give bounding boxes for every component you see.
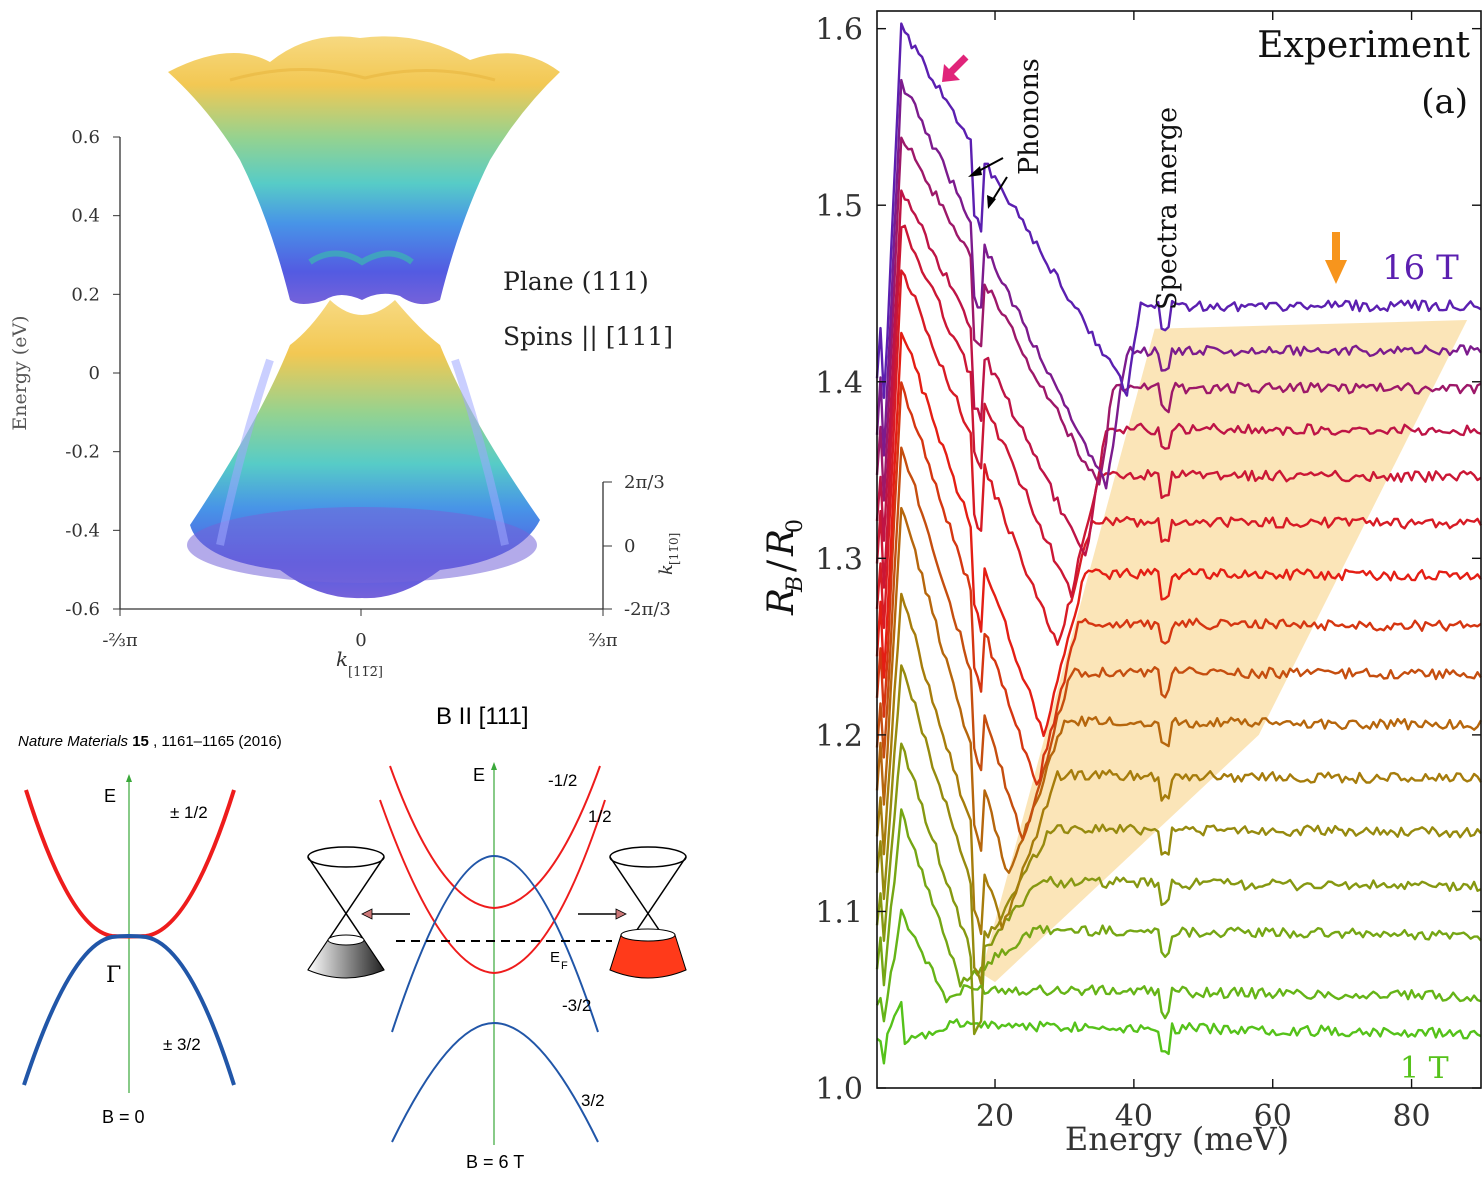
panel-label: (a)	[1421, 82, 1468, 122]
depth-axis-label: k	[656, 564, 677, 575]
band-y-tick-label: -0.4	[65, 520, 100, 541]
band-y-tick-label: 0.2	[71, 284, 100, 305]
pink-arrow	[942, 54, 969, 82]
depth-tick-label: 2π/3	[624, 472, 665, 493]
series-line	[875, 22, 1482, 399]
x-tick-label: 20	[976, 1099, 1014, 1134]
y-tick-label: 1.0	[815, 1072, 863, 1107]
top-field-label: 16 T	[1382, 248, 1459, 288]
b6-energy-axis-label: E	[473, 765, 485, 785]
series-line	[875, 664, 1482, 985]
series-line	[876, 1000, 1482, 1065]
series-line	[875, 224, 1482, 599]
right-weyl-cone	[609, 846, 687, 979]
plane-label: Plane (111)	[503, 267, 649, 296]
y-tick-label: 1.2	[815, 719, 863, 754]
svg-text:B: B	[783, 576, 808, 593]
citation-volume: 15	[132, 733, 149, 750]
phonons-label: Phonons	[1014, 58, 1045, 175]
band-x-tick-label: ⅔π	[588, 630, 617, 651]
series-line	[875, 136, 1482, 502]
series-line	[875, 381, 1482, 786]
chart-x-axis-label: Energy (meV)	[1065, 1120, 1289, 1158]
series-line	[875, 592, 1483, 936]
band-y-tick-label: -0.6	[65, 599, 100, 620]
spectra-merge-label: Spectra merge	[1152, 107, 1183, 310]
experiment-label: Experiment	[1257, 25, 1470, 66]
depth-axis-label-sub: [11̅0]	[667, 533, 681, 565]
schematic-b0: E ± 1/2 Γ ± 3/2 B = 0	[22, 774, 236, 1127]
b0-field-label: B = 0	[102, 1107, 145, 1127]
conduction-band-surface	[168, 36, 560, 305]
b0-energy-axis-label: E	[104, 786, 116, 806]
band-x-tick-label: 0	[355, 630, 366, 651]
b0-gamma-label: Γ	[106, 963, 121, 988]
series-line	[875, 189, 1482, 557]
b6-label-p12: 1/2	[588, 807, 612, 826]
orange-arrow	[1325, 232, 1347, 284]
band-structure-panel: 0.6 0.4 0.2 0 -0.2 -0.4 -0.6 Energy (eV) -⅔π 0…	[9, 36, 681, 680]
series-line	[875, 908, 1482, 1023]
band-y-tick-label: -0.2	[65, 442, 100, 463]
svg-text:R: R	[761, 529, 802, 557]
x-tick-label: 60	[1254, 1099, 1292, 1134]
band-x-tick-label: -⅔π	[102, 630, 138, 651]
svg-text:/: /	[761, 559, 802, 572]
depth-tick-label: 0	[624, 536, 635, 557]
citation-journal: Nature Materials	[18, 733, 129, 750]
y-tick-label: 1.4	[815, 366, 863, 401]
series-line	[875, 742, 1482, 1036]
y-tick-label: 1.6	[815, 13, 863, 48]
band-y-tick-label: 0	[89, 363, 100, 384]
citation: Nature Materials 15 , 1161–1165 (2016)	[18, 733, 282, 750]
b6-label-m12: -1/2	[548, 771, 577, 790]
series-line	[875, 808, 1482, 988]
band-y-tick-label: 0.4	[71, 206, 100, 227]
band-x-axis-label: k	[336, 647, 348, 671]
svg-text:0: 0	[783, 519, 808, 533]
left-weyl-cone	[307, 846, 385, 979]
citation-pages: , 1161–1165 (2016)	[153, 733, 282, 750]
chart-plot-frame	[876, 10, 1482, 1089]
series-line	[875, 78, 1482, 490]
spins-label: Spins || [111]	[503, 322, 673, 352]
fermi-level-label: E	[550, 949, 560, 966]
b6-label-p32: 3/2	[581, 1091, 605, 1110]
bottom-field-label: 1 T	[1400, 1051, 1449, 1086]
y-tick-label: 1.5	[815, 189, 863, 224]
fermi-level-sub: F	[561, 960, 568, 972]
band-y-axis-label: Energy (eV)	[9, 315, 31, 430]
series-line	[875, 506, 1483, 874]
depth-tick-label: -2π/3	[624, 599, 671, 620]
series-line	[875, 331, 1482, 738]
b6-field-label: B = 6 T	[466, 1152, 524, 1172]
schematic-b6: B II [111] E -1/2 1/2 -3/2 3/2 E F B = 6…	[307, 703, 687, 1172]
svg-text:R: R	[761, 588, 802, 616]
b6-label-m32: -3/2	[562, 996, 591, 1015]
b6-title: B II [111]	[436, 703, 529, 730]
x-tick-label: 40	[1115, 1099, 1153, 1134]
rb-r0-chart: 1.0 1.1 1.2 1.3 1.4 1.5 1.6 20 40 60 80 Energy (m…	[761, 10, 1483, 1158]
band-y-tick-label: 0.6	[71, 127, 100, 148]
b0-lower-label: ± 3/2	[163, 1035, 201, 1054]
series-line	[875, 269, 1483, 646]
y-tick-label: 1.1	[815, 895, 863, 930]
x-tick-label: 80	[1392, 1099, 1430, 1134]
y-tick-label: 1.3	[815, 542, 863, 577]
series-line	[875, 446, 1482, 841]
b0-upper-label: ± 1/2	[170, 803, 208, 822]
chart-y-axis-label: R B / R 0	[761, 519, 808, 616]
band-x-axis-label-sub: [11̅2̅]	[348, 665, 383, 680]
spectra-merge-shaded-region	[981, 320, 1468, 983]
